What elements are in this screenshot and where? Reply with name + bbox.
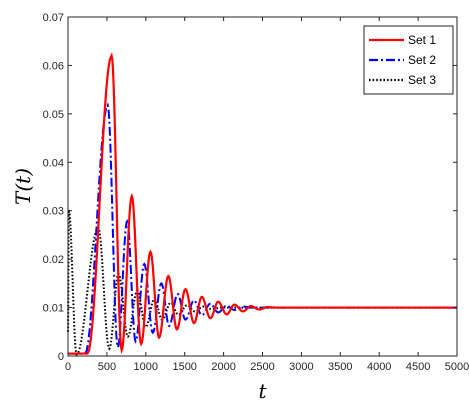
y-tick-label: 0.03 xyxy=(43,206,64,218)
x-tick-label: 0 xyxy=(65,361,71,373)
x-tick-label: 1500 xyxy=(172,361,196,373)
plot-lines xyxy=(67,52,457,357)
y-axis: 0 0.01 0.02 0.03 0.04 0.05 0.06 0.07 xyxy=(43,12,457,363)
x-tick-label: 1000 xyxy=(134,361,158,373)
x-tick-label: 2000 xyxy=(211,361,235,373)
legend-box xyxy=(363,25,454,95)
legend-entry-set-3: Set 3 xyxy=(408,73,436,87)
series-line-set-2 xyxy=(68,102,457,355)
x-tick-label: 2500 xyxy=(250,361,274,373)
series-line-set-1 xyxy=(68,52,457,355)
y-tick-label: 0.02 xyxy=(43,254,64,266)
x-axis-label: t xyxy=(258,379,267,403)
y-tick-label: 0.06 xyxy=(43,60,64,72)
y-tick-label: 0 xyxy=(58,351,64,363)
y-tick-label: 0.07 xyxy=(43,12,64,24)
x-tick-label: 4500 xyxy=(406,361,430,373)
y-tick-label: 0.05 xyxy=(43,109,64,121)
x-tick-label: 500 xyxy=(98,361,116,373)
legend-entry-set-2: Set 2 xyxy=(408,53,436,67)
y-axis-label: T(t) xyxy=(11,168,35,205)
x-tick-label: 5000 xyxy=(445,361,469,373)
legend-entry-set-1: Set 1 xyxy=(408,33,436,47)
x-tick-label: 3000 xyxy=(289,361,313,373)
legend: Set 1 Set 2 Set 3 xyxy=(363,25,454,95)
x-tick-label: 4000 xyxy=(367,361,391,373)
y-tick-label: 0.01 xyxy=(43,303,64,315)
y-tick-label: 0.04 xyxy=(43,157,64,169)
x-tick-label: 3500 xyxy=(328,361,352,373)
x-axis: 0 500 1000 1500 2000 2500 3000 3500 4000 4500 5000 xyxy=(65,17,469,373)
